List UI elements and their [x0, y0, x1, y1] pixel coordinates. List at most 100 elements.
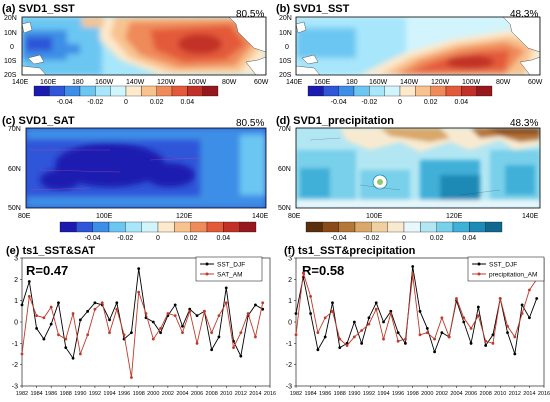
data-point [520, 312, 524, 315]
lat-tick: 10S [279, 58, 292, 65]
colorbar-swatch [354, 221, 372, 233]
lon-tick: 160E [40, 79, 57, 86]
x-tick-label: 1998 [407, 391, 419, 397]
lon-tick: 80E [18, 213, 31, 220]
data-point [440, 316, 444, 320]
panel-c-percent: 80.5% [236, 118, 264, 129]
colorbar-swatch [141, 221, 159, 233]
lon-tick: 100W [462, 79, 481, 86]
colorbar-swatch [110, 85, 127, 97]
lon-tick: 140E [12, 79, 29, 86]
colorbar-label: 0 [398, 99, 402, 106]
data-point [166, 312, 170, 315]
y-tick-label: -1 [12, 341, 18, 348]
colorbar-swatch [59, 221, 77, 233]
x-tick-label: 2000 [147, 391, 159, 397]
panel-b-lat-ticks: 20N 10N 0 10S 20S [279, 15, 292, 79]
data-point [217, 335, 221, 339]
lat-tick: 20N [279, 15, 292, 22]
panel-c-title: (c) SVD1_SAT [2, 115, 75, 127]
data-point [232, 346, 235, 349]
data-point [239, 331, 243, 335]
data-point [159, 331, 162, 335]
y-tick-label: 3 [288, 256, 292, 263]
data-point [433, 337, 436, 341]
x-tick-label: 1990 [348, 391, 360, 397]
data-point [411, 273, 415, 277]
colorbar-swatch [369, 85, 385, 97]
data-point [425, 331, 429, 335]
colorbar-swatch [95, 85, 111, 97]
colorbar-swatch [108, 221, 126, 233]
colorbar-swatch [436, 221, 454, 233]
colorbar-label: -0.02 [363, 235, 379, 242]
colorbar-swatch [371, 221, 388, 233]
x-tick-label: 2008 [480, 391, 492, 397]
data-point [418, 333, 422, 337]
data-point [130, 331, 133, 335]
lon-tick: 140E [522, 213, 539, 220]
y-tick-label: -2 [12, 362, 18, 369]
data-point [535, 297, 539, 300]
y-tick-label: 2 [14, 277, 18, 284]
lat-tick: 60N [278, 166, 291, 173]
panel-a-lon-ticks: 140E 160E 180 160W 140W 120W 100W 80W 60… [12, 79, 269, 86]
data-point [115, 301, 119, 305]
colorbar-label: 0 [402, 235, 406, 242]
x-tick-label: 1996 [392, 391, 404, 397]
data-point [382, 337, 385, 341]
colorbar-label: 0.04 [217, 235, 231, 242]
data-point [137, 267, 141, 271]
data-point [188, 309, 192, 313]
data-point [338, 346, 342, 349]
x-tick-label: 1988 [334, 391, 346, 397]
lat-tick: 20S [279, 72, 292, 79]
colorbar-label: -0.04 [331, 99, 347, 106]
data-point [498, 297, 502, 300]
data-point [396, 339, 400, 343]
data-point [469, 341, 473, 345]
data-point [433, 350, 436, 354]
colorbar-label: 0.02 [184, 235, 198, 242]
panel-d-map [296, 128, 540, 208]
colorbar-swatch [171, 85, 188, 97]
colorbar-swatch [156, 85, 173, 97]
colorbar-swatch [445, 85, 462, 97]
lon-tick: 140E [286, 79, 303, 86]
colorbar-swatch [338, 221, 356, 233]
y-tick-label: -2 [286, 362, 292, 369]
data-point [108, 318, 111, 322]
data-point [151, 320, 155, 324]
lon-tick: 120E [446, 213, 463, 220]
data-point [309, 312, 312, 315]
y-tick-label: -3 [12, 384, 18, 391]
panel-c-map [26, 128, 266, 208]
lon-tick: 80W [222, 79, 237, 86]
legend-label: SST_DJF [489, 262, 517, 269]
data-point [484, 339, 488, 343]
colorbar-label: 0.04 [181, 99, 195, 106]
colorbar-swatch [49, 85, 65, 97]
data-point [447, 335, 451, 339]
colorbar-swatch [64, 85, 81, 97]
lon-tick: 80E [288, 213, 301, 220]
panel-b-title: (b) SVD1_SST [276, 3, 350, 15]
y-tick-label: 2 [288, 277, 292, 284]
data-point [331, 309, 334, 313]
x-tick-label: 2010 [494, 391, 506, 397]
x-tick-label: 2002 [436, 391, 448, 397]
data-point [389, 312, 393, 315]
lat-tick: 70N [8, 126, 21, 133]
data-point [137, 290, 141, 294]
data-point [35, 327, 38, 330]
panel-b-map [296, 17, 540, 75]
data-point [217, 314, 221, 317]
x-tick-label: 2012 [509, 391, 521, 397]
data-point [411, 265, 415, 268]
colorbar-swatch [420, 221, 437, 233]
data-point [404, 337, 407, 341]
lat-tick: 0 [10, 44, 14, 51]
data-point [35, 314, 38, 317]
